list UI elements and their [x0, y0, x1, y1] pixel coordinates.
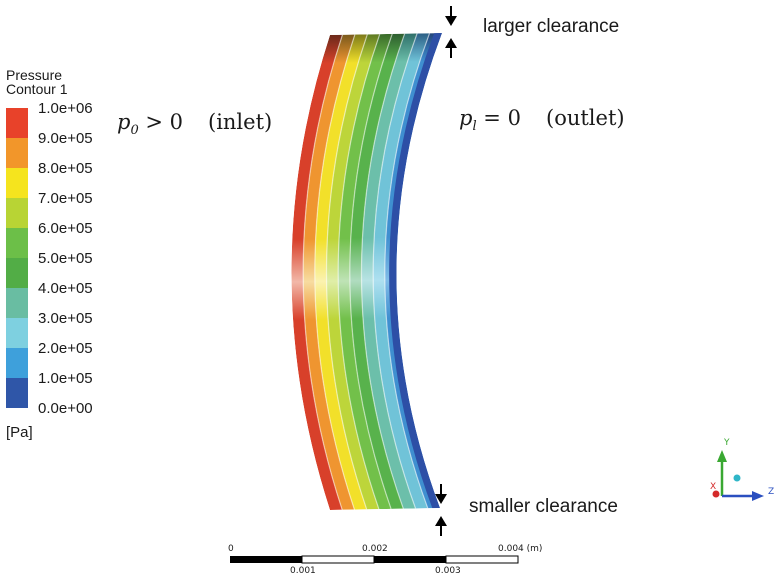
outlet-label: pl = 0 [459, 106, 521, 134]
legend-tick-label: 0.0e+00 [38, 400, 93, 417]
contour-band [373, 33, 430, 509]
contour-band [291, 34, 343, 510]
scale-label-0004-m: 0.004 (m) [498, 544, 543, 554]
legend-tick-label: 1.0e+05 [38, 370, 93, 387]
legend-tick-label: 6.0e+05 [38, 220, 93, 237]
contour-band [361, 33, 418, 509]
contour-band-line [302, 34, 344, 510]
axis-x-label: X [710, 482, 717, 492]
legend-tick-label: 2.0e+05 [38, 340, 93, 357]
smaller-clearance-arrows [435, 484, 447, 536]
pressure-contour-bands [291, 33, 442, 510]
legend-title: Pressure Contour 1 [6, 68, 67, 96]
inlet-relation: > 0 [138, 110, 184, 134]
legend-tick-label: 7.0e+05 [38, 190, 93, 207]
contour-band [349, 33, 405, 509]
axis-z-label: Z [768, 487, 775, 497]
legend-swatch [6, 138, 28, 168]
legend-swatch [6, 228, 28, 258]
contour-band [338, 33, 393, 510]
contour-band-line [349, 33, 393, 510]
outlet-relation: = 0 [476, 106, 521, 130]
scale-label-0002: 0.002 [362, 544, 388, 554]
contour-band-lines [302, 33, 431, 510]
legend-tick-label: 8.0e+05 [38, 160, 93, 177]
axis-triad [712, 450, 764, 501]
legend-tick-label: 1.0e+06 [38, 100, 93, 117]
contour-band-line [360, 33, 406, 509]
contour-band [326, 34, 380, 510]
inlet-subscript: 0 [130, 123, 139, 139]
legend-tick-label: 9.0e+05 [38, 130, 93, 147]
legend-swatch [6, 168, 28, 198]
contour-band [314, 34, 368, 510]
inlet-symbol: p [117, 110, 131, 134]
legend-title-line2: Contour 1 [6, 81, 68, 97]
legend-swatch [6, 318, 28, 348]
contour-band-line [325, 34, 368, 510]
scale-label-0001: 0.001 [290, 566, 316, 576]
legend-swatch [6, 348, 28, 378]
outlet-symbol: p [459, 106, 473, 130]
contour-band-line [384, 33, 431, 509]
outlet-text: (outlet) [546, 106, 625, 130]
legend-unit: [Pa] [6, 424, 33, 441]
contour-band-outlet [389, 33, 442, 509]
legend-swatch [6, 378, 28, 408]
outlet-subscript: l [472, 119, 477, 135]
legend-swatch [6, 108, 28, 138]
contour-band-line [337, 33, 381, 510]
legend-tick-label: 4.0e+05 [38, 280, 93, 297]
legend-swatch [6, 198, 28, 228]
inlet-text: (inlet) [208, 110, 273, 134]
legend-tick-label: 3.0e+05 [38, 310, 93, 327]
inlet-label: p0 > 0 [117, 110, 183, 138]
larger-clearance-label: larger clearance [483, 16, 620, 37]
scale-label-0003: 0.003 [435, 566, 461, 576]
scale-bar [230, 555, 519, 564]
legend-swatch [6, 288, 28, 318]
legend-swatch [6, 258, 28, 288]
axis-y-label: Y [724, 438, 730, 448]
contour-band [303, 34, 355, 510]
larger-clearance-arrows [445, 6, 457, 58]
legend-color-bar [6, 108, 28, 408]
scale-label-0: 0 [228, 544, 234, 554]
contour-band-line [372, 33, 418, 509]
contour-band-line [314, 34, 356, 510]
legend-title-line1: Pressure [6, 67, 63, 83]
contour-band [384, 33, 442, 509]
legend-tick-label: 5.0e+05 [38, 250, 93, 267]
smaller-clearance-label: smaller clearance [469, 496, 618, 517]
